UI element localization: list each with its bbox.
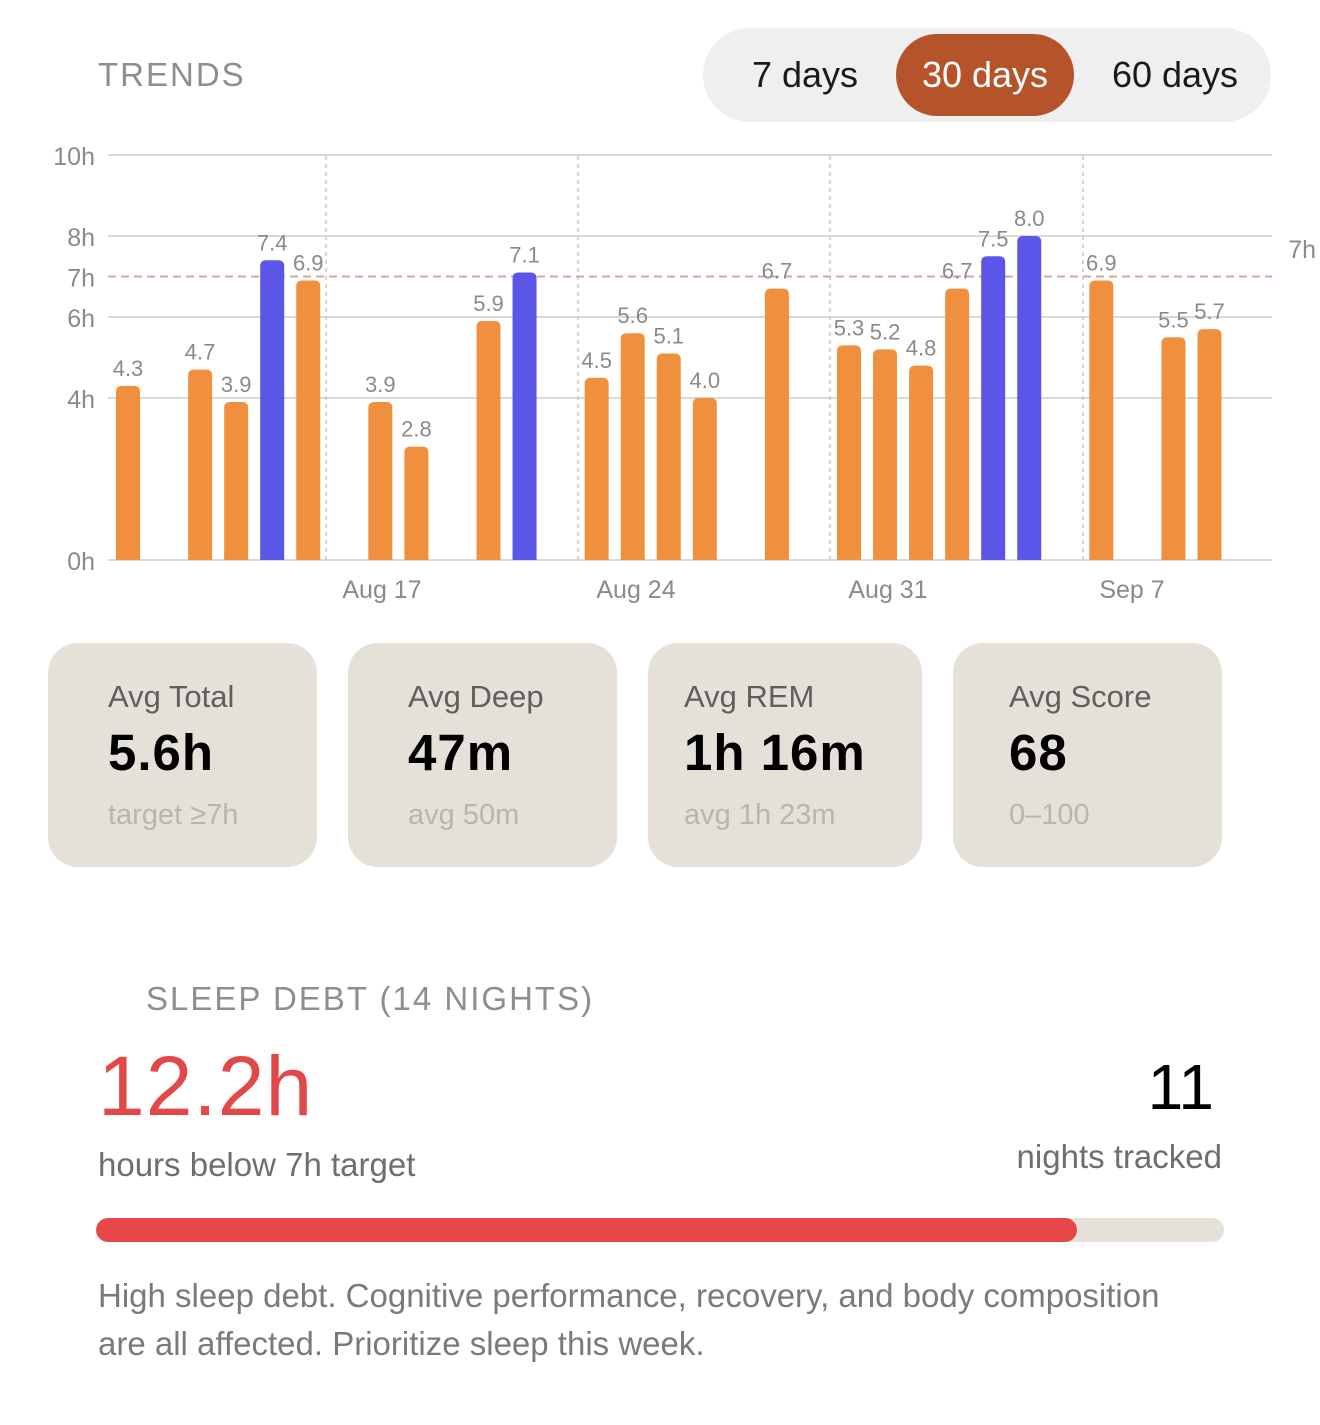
sleep-bar	[620, 333, 645, 560]
bar-value-label: 3.9	[221, 372, 252, 397]
sleep-debt-value: 12.2h	[98, 1039, 314, 1133]
sleep-debt-progress-fill	[96, 1218, 1078, 1242]
sleep-bar	[1017, 236, 1042, 560]
bar-value-label: 7.5	[978, 226, 1009, 251]
bar-value-label: 4.0	[690, 368, 721, 393]
y-axis-label: 10h	[53, 143, 95, 171]
bar-value-label: 2.8	[401, 417, 432, 442]
sleep-debt-advice: High sleep debt. Cognitive performance, …	[98, 1277, 1160, 1362]
bar-value-label: 8.0	[1014, 206, 1045, 231]
x-axis-label: Aug 24	[596, 576, 675, 604]
stat-card-avg-rem: Avg REM 1h 16m avg 1h 23m	[648, 643, 922, 867]
sleep-bar	[476, 321, 501, 560]
x-axis-label: Aug 17	[342, 576, 421, 604]
sleep-bar	[404, 446, 429, 560]
stat-card-avg-total: Avg Total 5.6h target ≥7h	[48, 643, 317, 867]
tab-30-days[interactable]: 30 days	[896, 34, 1074, 116]
y-axis-label: 8h	[67, 224, 95, 252]
sleep-bar	[512, 272, 537, 560]
bar-value-label: 6.9	[1086, 251, 1117, 276]
stat-subtext: avg 50m	[408, 799, 520, 831]
y-axis-label: 7h	[67, 265, 95, 293]
stat-card-avg-score: Avg Score 68 0–100	[953, 643, 1222, 867]
stat-label: Avg REM	[684, 679, 815, 714]
y-axis-label: 6h	[67, 305, 95, 333]
bar-value-label: 3.9	[365, 372, 396, 397]
sleep-bar	[1197, 329, 1222, 560]
sleep-debt-title: SLEEP DEBT (14 NIGHTS)	[146, 980, 595, 1017]
sleep-bar	[584, 377, 609, 560]
sleep-debt-caption: hours below 7h target	[98, 1146, 416, 1183]
bar-value-label: 5.7	[1194, 299, 1225, 324]
bar-value-label: 7.4	[257, 230, 288, 255]
bar-value-label: 6.7	[762, 259, 793, 284]
sleep-bar	[224, 402, 249, 560]
bar-value-label: 5.9	[473, 291, 504, 316]
range-selector: 7 days 30 days 60 days	[703, 28, 1271, 122]
sleep-bar	[1161, 337, 1186, 560]
nights-tracked-value: 11	[1147, 1051, 1214, 1123]
tab-7-days[interactable]: 7 days	[751, 54, 859, 95]
bar-value-label: 7.1	[509, 242, 540, 267]
trends-title: TRENDS	[98, 56, 246, 93]
stat-subtext: avg 1h 23m	[684, 799, 836, 831]
bar-value-label: 5.5	[1158, 307, 1189, 332]
sleep-trends-chart: 10h8h7h6h4h0h7h4.34.73.97.46.93.92.85.97…	[53, 143, 1316, 604]
x-axis-label: Aug 31	[848, 576, 927, 604]
stat-label: Avg Deep	[408, 679, 544, 714]
sleep-bar	[116, 385, 140, 560]
bar-value-label: 5.1	[653, 323, 684, 348]
y-axis-label: 4h	[67, 386, 95, 414]
sleep-bar	[837, 345, 861, 560]
sleep-debt-progress-bar	[96, 1218, 1224, 1242]
sleep-bar	[656, 353, 681, 560]
stat-value: 68	[1009, 724, 1068, 781]
sleep-bar	[873, 349, 898, 560]
bar-value-label: 5.3	[834, 315, 865, 340]
bar-value-label: 4.7	[185, 340, 216, 365]
stat-subtext: target ≥7h	[108, 799, 239, 831]
bar-value-label: 6.9	[293, 251, 324, 276]
bar-value-label: 5.6	[617, 303, 648, 328]
sleep-bar	[909, 365, 934, 560]
bar-value-label: 6.7	[942, 259, 973, 284]
sleep-bar	[945, 288, 970, 560]
stat-label: Avg Total	[108, 679, 235, 714]
target-label: 7h	[1288, 236, 1316, 264]
stat-value: 5.6h	[108, 724, 215, 781]
stat-value: 47m	[408, 724, 514, 781]
bar-value-label: 4.3	[113, 356, 144, 381]
bar-value-label: 5.2	[870, 319, 901, 344]
y-axis-label: 0h	[67, 548, 95, 576]
sleep-bar	[1089, 280, 1114, 560]
stat-label: Avg Score	[1009, 679, 1152, 714]
x-axis-label: Sep 7	[1099, 576, 1164, 604]
sleep-bar	[368, 402, 393, 560]
tab-60-days[interactable]: 60 days	[1111, 54, 1239, 95]
sleep-bar	[188, 369, 213, 560]
bar-value-label: 4.8	[906, 336, 937, 361]
stat-subtext: 0–100	[1009, 799, 1090, 831]
sleep-bar	[296, 280, 321, 560]
sleep-bar	[764, 288, 789, 560]
stat-value: 1h 16m	[684, 724, 866, 781]
sleep-bar	[981, 256, 1006, 560]
sleep-bar	[692, 398, 717, 560]
nights-tracked-caption: nights tracked	[1016, 1138, 1222, 1175]
sleep-bar	[260, 260, 285, 560]
stat-card-avg-deep: Avg Deep 47m avg 50m	[348, 643, 617, 867]
bar-value-label: 4.5	[581, 348, 612, 373]
